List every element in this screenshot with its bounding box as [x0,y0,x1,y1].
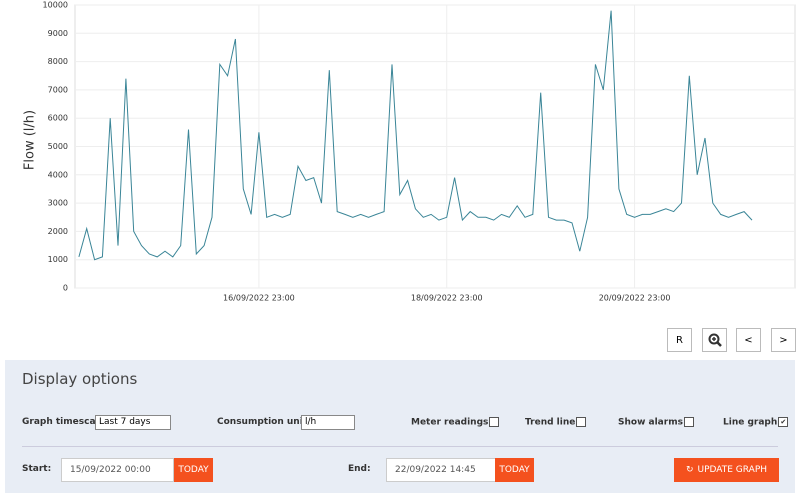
end-label: End: [348,464,371,474]
flow-line [78,10,753,261]
timescale-select[interactable]: Last 7 days [95,415,171,430]
x-tick-label: 16/09/2022 23:00 [223,294,295,303]
prev-button[interactable]: < [736,328,761,352]
reset-button[interactable]: R [667,328,692,352]
timescale-label: Graph timescale: [22,417,109,427]
y-tick-label: 10000 [43,1,68,10]
units-select[interactable]: l/h [301,415,355,430]
next-button[interactable]: > [771,328,796,352]
x-tick-label: 18/09/2022 23:00 [411,294,483,303]
checkbox-option: Meter readings [411,417,500,428]
checkbox-label: Meter readings [411,417,489,428]
start-input[interactable]: 15/09/2022 00:00 [61,458,174,482]
chart: Flow (l/h) 0 1000 2000 3000 4000 5000 6000 7000… [23,1,796,303]
y-tick-label: 2000 [48,227,68,236]
update-graph-button[interactable]: ↻ UPDATE GRAPH [674,458,779,482]
y-tick-label: 8000 [48,57,68,66]
checkbox-label: Trend line [525,417,576,428]
update-label: UPDATE GRAPH [697,465,768,475]
display-options-panel: Display options Graph timescale: Last 7 … [5,360,795,493]
checkbox-label: Line graph [723,417,778,428]
zoom-button[interactable] [702,328,727,352]
checkbox-label: Show alarms [618,417,683,428]
checkbox[interactable] [489,417,500,427]
start-label: Start: [22,464,52,474]
zoom-icon [708,333,722,347]
refresh-icon: ↻ [685,465,694,475]
y-tick-label: 5000 [48,142,68,151]
checkbox-option: Show alarms [618,417,694,428]
panel-title: Display options [22,370,138,388]
y-tick-label: 1000 [48,255,68,264]
x-tick-label: 20/09/2022 23:00 [599,294,671,303]
end-input[interactable]: 22/09/2022 14:45 [386,458,496,482]
y-tick-label: 7000 [48,85,68,94]
y-tick-label: 3000 [48,199,68,208]
y-tick-label: 0 [63,284,68,293]
units-label: Consumption units: [217,417,317,427]
y-tick-label: 9000 [48,29,68,38]
separator [22,446,778,447]
checkbox[interactable] [576,417,587,427]
today-button[interactable]: TODAY [495,458,534,482]
y-tick-label: 6000 [48,114,68,123]
today-button[interactable]: TODAY [174,458,213,482]
y-axis-label: Flow (l/h) [23,110,38,170]
checkbox-option: Trend line [525,417,587,428]
checkbox-option: Line graph ✔ [723,417,789,428]
y-tick-label: 4000 [48,170,68,179]
checkbox[interactable] [683,417,694,427]
checkbox[interactable]: ✔ [778,417,789,427]
